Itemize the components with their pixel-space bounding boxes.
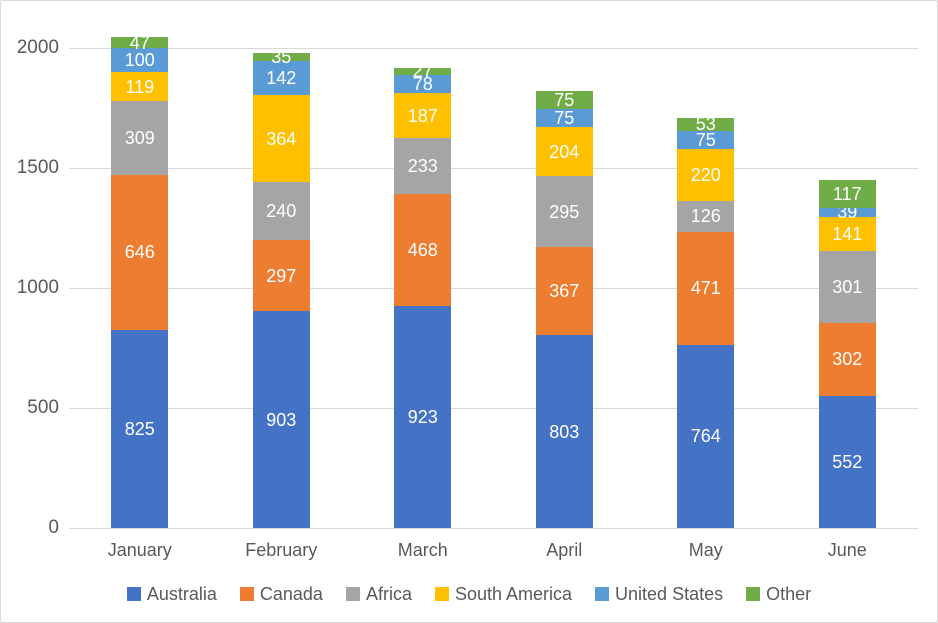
y-axis-tick-label: 0 [48,517,59,538]
bar-segment-other-may [677,117,735,131]
bar-segment-canada-may [677,231,735,345]
bar-segment-africa-april [535,176,593,248]
bar-segment-australia-june [818,395,876,528]
bar-segment-australia-may [677,344,735,528]
bar-segment-united-states-june [818,207,876,217]
bar-segment-canada-june [818,323,876,396]
bar-segment-south-america-june [818,216,876,251]
legend-label-south-america: South America [454,584,573,604]
legend-item-united-states: United States [595,582,723,606]
legend-item-south-america: South America [434,582,573,606]
gridline-0 [69,527,918,529]
bar-segment-africa-june [818,250,876,324]
bar-segment-south-america-may [677,148,735,202]
y-axis-tick-label: 500 [27,397,59,418]
gridline-500 [69,407,918,409]
legend-label-africa: Africa [365,584,412,604]
gridline-2000 [69,47,918,49]
bar-segment-canada-january [111,174,169,330]
legend-label-united-states: United States [615,584,724,604]
legend-label-australia: Australia [146,584,217,604]
bar-segment-australia-january [111,330,169,528]
y-axis-tick-label: 2000 [16,37,59,58]
bar-segment-australia-march [394,306,452,528]
legend-label-canada: Canada [259,584,323,604]
bar-segment-united-states-april [535,109,593,128]
bar-segment-other-april [535,91,593,110]
legend-item-australia: Australia [126,582,217,606]
legend-marker-africa-icon [345,587,360,601]
bar-segment-south-america-january [111,72,169,101]
x-axis-category-label: April [546,540,583,560]
chart-legend: Australia Canada Africa South America United… [1,582,937,606]
legend-marker-canada-icon [239,587,254,601]
y-axis-tick-label: 1500 [16,157,59,178]
bar-segment-south-america-march [394,93,452,139]
x-axis-category-label: June [827,540,867,560]
bar-segment-australia-february [252,311,310,528]
x-axis-category-label: January [107,540,172,560]
legend-marker-other-icon [746,587,761,601]
y-axis-tick-label: 1000 [16,277,59,298]
bar-segment-australia-april [535,335,593,528]
bar-segment-south-america-april [535,127,593,177]
legend-item-africa: Africa [345,582,412,606]
legend-marker-south-america-icon [434,587,449,601]
bar-segment-africa-may [677,201,735,232]
legend-item-canada: Canada [239,582,323,606]
bar-segment-canada-march [394,194,452,307]
bar-segment-canada-april [535,247,593,336]
bar-segment-other-january [111,36,169,49]
bar-segment-africa-february [252,182,310,240]
bar-segment-other-february [252,52,310,61]
x-axis-category-label: March [397,540,448,560]
gridline-1000 [69,287,918,289]
bar-segment-united-states-january [111,48,169,73]
bar-segment-south-america-february [252,95,310,183]
x-axis-category-label: February [245,540,318,560]
x-axis-category-label: May [688,540,723,560]
legend-marker-australia-icon [126,587,141,601]
legend-marker-united-states-icon [595,587,610,601]
bar-segment-other-march [394,68,452,75]
bar-segment-africa-january [111,100,169,175]
bar-segment-united-states-march [394,74,452,94]
legend-label-other: Other [766,584,812,604]
bar-segment-canada-february [252,240,310,312]
bar-segment-other-june [818,179,876,208]
bar-segment-united-states-february [252,60,310,96]
gridline-1500 [69,167,918,169]
bar-segment-united-states-may [677,130,735,149]
bar-segment-africa-march [394,138,452,195]
legend-item-other: Other [746,582,811,606]
